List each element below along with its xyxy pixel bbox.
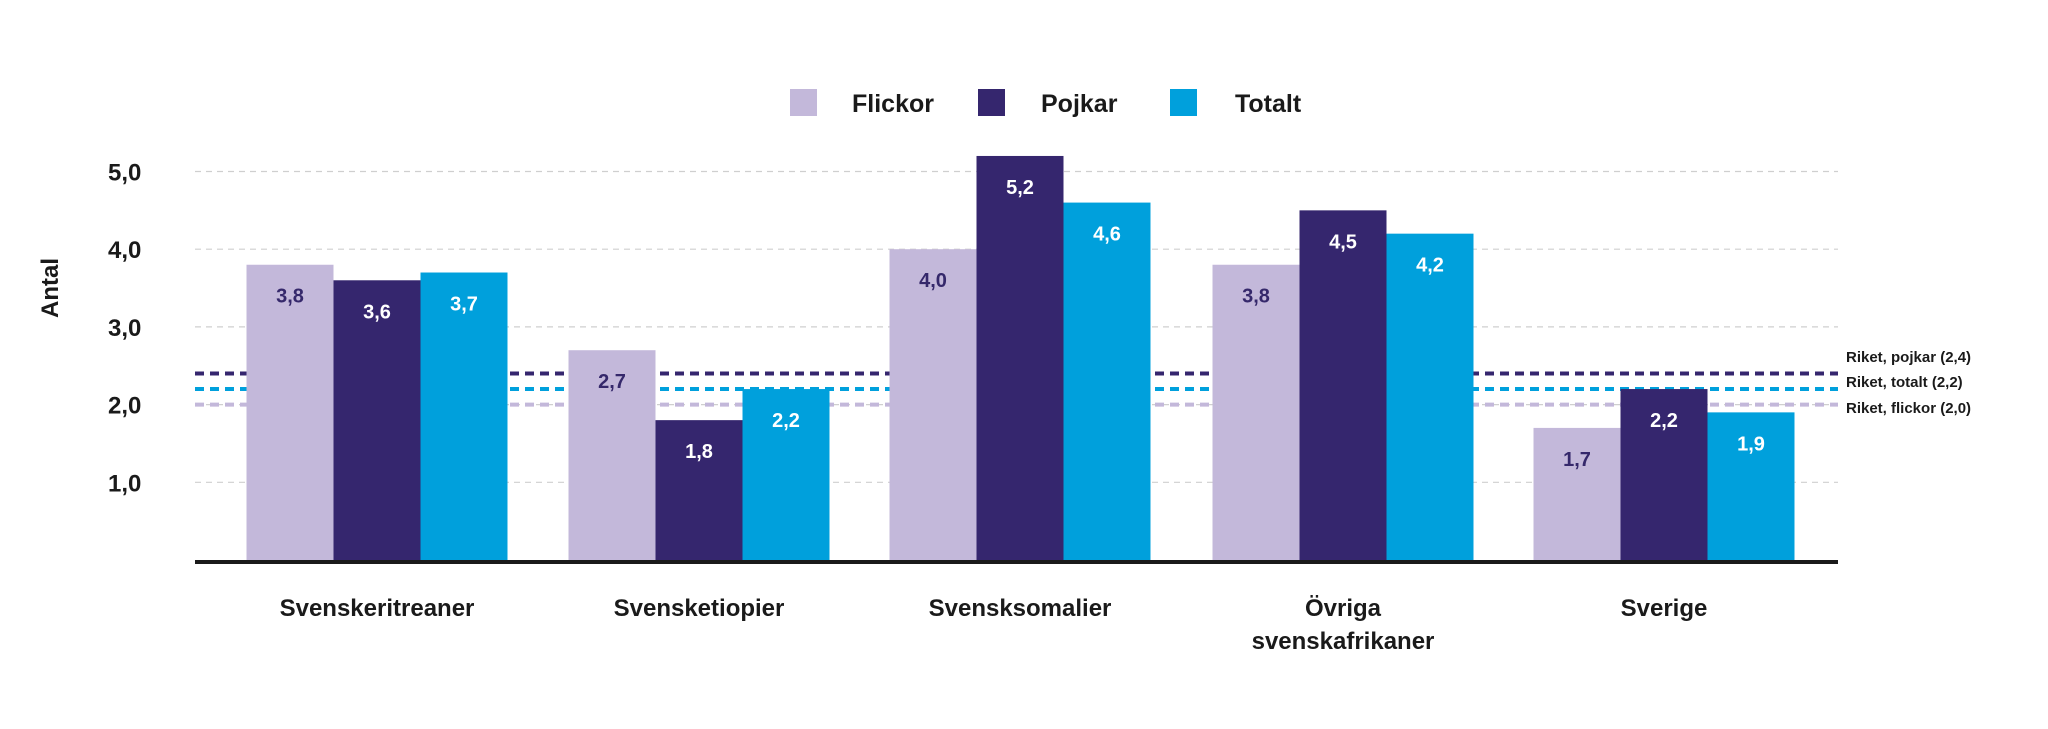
bar-flickor	[1212, 264, 1300, 560]
data-label: 3,6	[363, 301, 391, 323]
bar-pojkar	[1620, 389, 1708, 560]
bar-pojkar	[1299, 210, 1387, 560]
reference-line-label: Riket, pojkar (2,4)	[1846, 349, 1971, 366]
x-tick-label: Sverige	[1621, 595, 1708, 622]
data-label: 3,7	[450, 294, 478, 316]
legend-label: Flickor	[852, 90, 934, 118]
axes: 1,0 2,0 3,0 4,0 5,0 Svenskeritreaner Svensketi…	[108, 160, 1838, 655]
y-tick-label: 4,0	[108, 237, 141, 264]
bar-flickor	[1533, 427, 1621, 560]
data-label: 5,2	[1006, 177, 1034, 199]
data-label: 2,2	[772, 410, 800, 432]
data-label: 2,2	[1650, 410, 1678, 432]
legend-swatch	[1170, 89, 1197, 116]
reference-line-label: Riket, totalt (2,2)	[1846, 374, 1963, 391]
data-label: 3,8	[276, 286, 304, 308]
y-tick-label: 3,0	[108, 315, 141, 342]
bar-totalt	[742, 389, 830, 560]
x-tick-label: Svenskeritreaner	[280, 595, 475, 622]
y-tick-label: 2,0	[108, 393, 141, 420]
data-label: 2,7	[598, 371, 626, 393]
data-label: 3,8	[1242, 286, 1270, 308]
y-tick-label: 5,0	[108, 160, 141, 187]
reference-line-label: Riket, flickor (2,0)	[1846, 400, 1971, 417]
legend-swatch	[790, 89, 817, 116]
y-tick-label: 1,0	[108, 470, 141, 497]
x-tick-label: svenskafrikaner	[1252, 628, 1435, 655]
bar-pojkar	[333, 280, 421, 560]
legend-label: Pojkar	[1041, 90, 1118, 118]
x-tick-label: Svensketiopier	[614, 595, 785, 622]
bar-totalt	[1707, 412, 1795, 560]
y-axis-label: Antal	[37, 258, 64, 318]
bar-flickor	[568, 350, 656, 560]
bars: 3,8 3,6 3,7 2,7 1,8 2,2 4,0 5,2 4,6 3,8 4,5 4,2 1,7 2…	[246, 155, 1795, 560]
bar-flickor	[246, 264, 334, 560]
data-label: 1,8	[685, 441, 713, 463]
data-label: 1,9	[1737, 433, 1765, 455]
data-label: 1,7	[1563, 449, 1591, 471]
bar-totalt	[1386, 233, 1474, 560]
bar-pojkar	[655, 420, 743, 560]
bar-totalt	[1063, 202, 1151, 560]
x-tick-label: Övriga	[1305, 595, 1382, 622]
bar-totalt	[420, 272, 508, 560]
legend: Flickor Pojkar Totalt	[790, 89, 1302, 118]
data-label: 4,5	[1329, 231, 1357, 253]
data-label: 4,0	[919, 270, 947, 292]
bar-pojkar	[976, 155, 1064, 560]
data-label: 4,2	[1416, 255, 1444, 277]
legend-label: Totalt	[1235, 90, 1302, 118]
bar-flickor	[889, 249, 977, 560]
data-label: 4,6	[1093, 224, 1121, 246]
x-tick-label: Svensksomalier	[929, 595, 1112, 622]
legend-swatch	[978, 89, 1005, 116]
